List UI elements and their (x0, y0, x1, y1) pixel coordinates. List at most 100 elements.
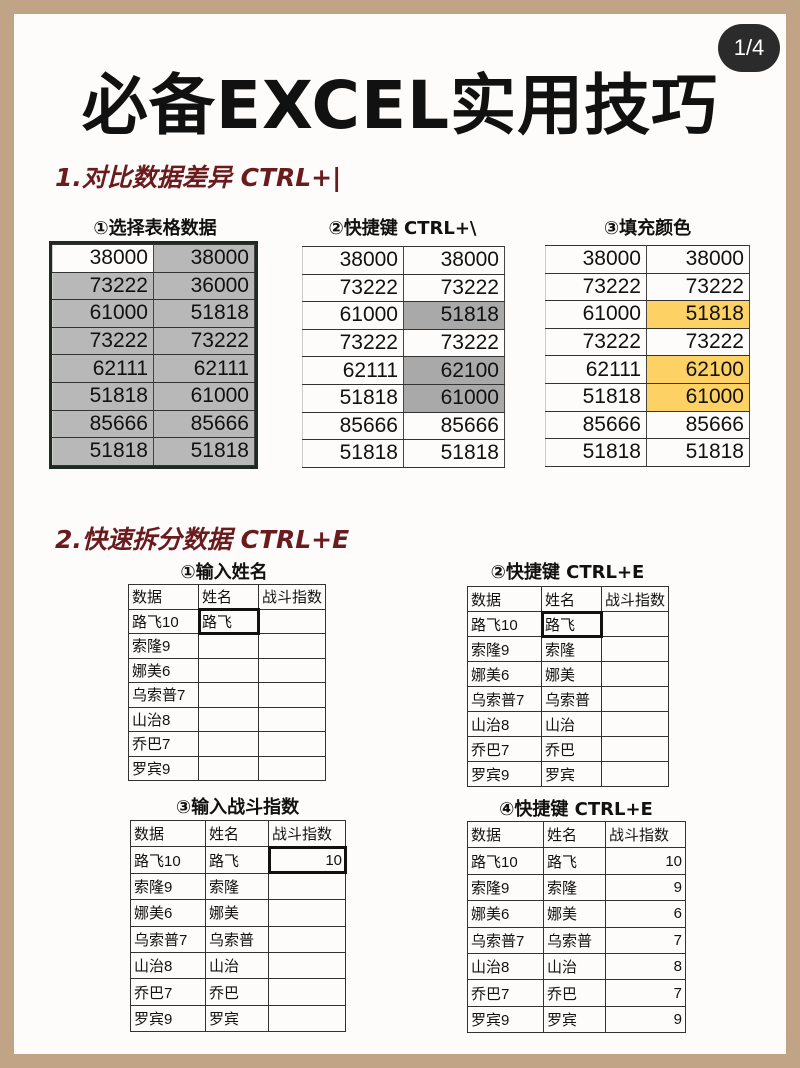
cell[interactable]: 罗宾9 (467, 761, 542, 787)
cell[interactable]: 38000 (52, 244, 154, 273)
cell[interactable]: 罗宾9 (128, 755, 199, 781)
cell[interactable]: 73222 (302, 273, 404, 303)
column-header[interactable]: 战斗指数 (600, 586, 670, 612)
cell[interactable]: 51818 (545, 438, 647, 467)
cell[interactable]: 73222 (52, 271, 154, 301)
cell[interactable]: 36000 (153, 271, 255, 301)
cell[interactable]: 61000 (646, 382, 750, 412)
cell[interactable] (257, 608, 327, 634)
cell[interactable]: 7 (605, 926, 686, 954)
cell[interactable]: 路飞 (197, 608, 260, 635)
cell[interactable]: 62111 (302, 356, 404, 385)
cell[interactable] (268, 899, 346, 927)
cell[interactable]: 山治8 (130, 951, 206, 980)
cell[interactable]: 路飞10 (130, 846, 206, 874)
cell[interactable]: 85666 (646, 410, 750, 440)
cell[interactable]: 51818 (545, 382, 647, 412)
cell[interactable] (268, 978, 346, 1006)
cell[interactable]: 61000 (302, 301, 404, 330)
cell[interactable]: 山治 (205, 951, 269, 980)
cell[interactable] (198, 682, 259, 708)
cell[interactable] (268, 1004, 346, 1033)
column-header[interactable]: 战斗指数 (268, 819, 346, 848)
cell[interactable]: 51818 (153, 299, 255, 328)
cell[interactable]: 51818 (153, 437, 255, 466)
cell[interactable]: 85666 (403, 411, 505, 441)
cell[interactable]: 乌索普7 (130, 925, 206, 953)
cell[interactable]: 73222 (153, 326, 255, 356)
cell[interactable]: 索隆 (541, 636, 602, 662)
cell[interactable]: 73222 (302, 328, 404, 358)
cell[interactable]: 62111 (52, 354, 154, 383)
cell[interactable]: 51818 (403, 439, 505, 468)
cell[interactable]: 38000 (153, 244, 255, 273)
cell[interactable]: 索隆 (205, 872, 269, 901)
cell[interactable]: 73222 (403, 328, 505, 358)
cell[interactable] (198, 706, 259, 732)
cell[interactable]: 山治 (541, 711, 602, 737)
cell[interactable]: 路飞10 (128, 608, 199, 634)
cell[interactable]: 山治8 (467, 952, 544, 981)
cell[interactable]: 山治 (543, 952, 606, 981)
cell[interactable]: 娜美6 (128, 657, 199, 683)
cell[interactable]: 73222 (646, 272, 750, 302)
cell[interactable]: 路飞 (543, 847, 606, 875)
cell[interactable]: 路飞10 (467, 847, 544, 875)
cell[interactable] (268, 951, 346, 980)
cell[interactable]: 罗宾 (543, 1005, 606, 1034)
column-header[interactable]: 数据 (467, 820, 544, 849)
cell[interactable]: 山治8 (128, 706, 199, 732)
cell[interactable]: 娜美 (205, 899, 269, 927)
cell[interactable]: 10 (267, 845, 347, 875)
cell[interactable] (600, 761, 670, 787)
column-header[interactable]: 姓名 (541, 586, 602, 612)
cell[interactable]: 罗宾9 (130, 1004, 206, 1033)
cell[interactable]: 娜美 (543, 900, 606, 928)
cell[interactable]: 索隆9 (130, 872, 206, 901)
column-header[interactable]: 战斗指数 (257, 584, 327, 610)
cell[interactable]: 乌索普 (543, 926, 606, 954)
cell[interactable]: 51818 (646, 300, 750, 329)
cell[interactable]: 娜美6 (467, 661, 542, 687)
cell[interactable]: 73222 (545, 272, 647, 302)
cell[interactable] (600, 711, 670, 737)
cell[interactable]: 路飞 (205, 846, 269, 874)
cell[interactable]: 乔巴7 (130, 978, 206, 1006)
cell[interactable] (600, 611, 670, 637)
cell[interactable]: 娜美6 (130, 899, 206, 927)
cell[interactable] (198, 657, 259, 683)
cell[interactable]: 61000 (545, 300, 647, 329)
cell[interactable]: 乌索普 (205, 925, 269, 953)
cell[interactable]: 61000 (52, 299, 154, 328)
cell[interactable]: 7 (605, 979, 686, 1007)
cell[interactable] (257, 731, 327, 757)
cell[interactable] (198, 731, 259, 757)
cell[interactable]: 51818 (302, 383, 404, 413)
cell[interactable]: 乔巴 (543, 979, 606, 1007)
cell[interactable]: 索隆 (543, 873, 606, 902)
cell[interactable] (257, 682, 327, 708)
cell[interactable]: 73222 (545, 327, 647, 357)
cell[interactable] (268, 925, 346, 953)
cell[interactable]: 8 (605, 952, 686, 981)
cell[interactable] (257, 657, 327, 683)
cell[interactable] (600, 736, 670, 762)
cell[interactable] (257, 633, 327, 659)
cell[interactable]: 乔巴7 (467, 979, 544, 1007)
cell[interactable] (198, 633, 259, 659)
cell[interactable]: 乌索普7 (128, 682, 199, 708)
column-header[interactable]: 战斗指数 (605, 820, 686, 849)
cell[interactable]: 乌索普7 (467, 686, 542, 712)
cell[interactable]: 10 (605, 847, 686, 875)
column-header[interactable]: 数据 (130, 819, 206, 848)
cell[interactable]: 乌索普7 (467, 926, 544, 954)
cell[interactable]: 索隆9 (128, 633, 199, 659)
cell[interactable]: 85666 (52, 409, 154, 439)
cell[interactable]: 85666 (302, 411, 404, 441)
cell[interactable] (600, 636, 670, 662)
cell[interactable] (268, 872, 346, 901)
column-header[interactable]: 姓名 (205, 819, 269, 848)
column-header[interactable]: 数据 (467, 586, 542, 612)
cell[interactable]: 6 (605, 900, 686, 928)
cell[interactable]: 索隆9 (467, 873, 544, 902)
